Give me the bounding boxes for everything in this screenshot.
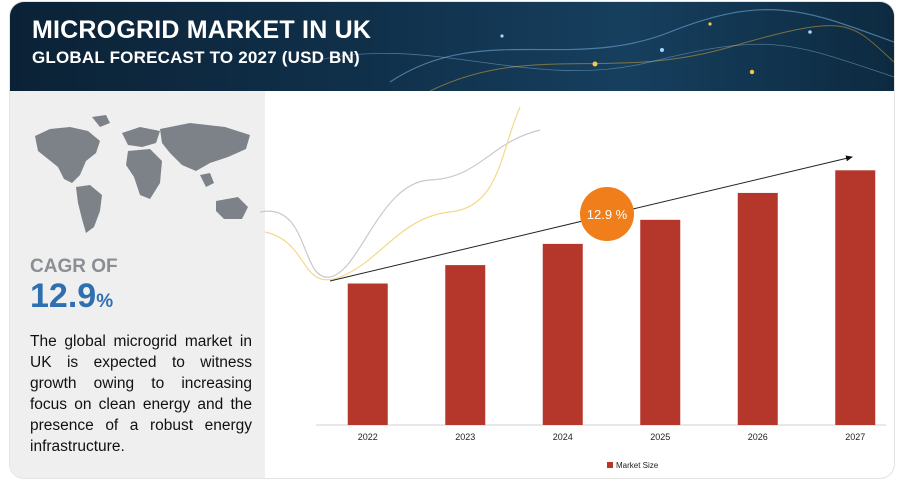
bar-2022 [347, 283, 388, 425]
cagr-unit: % [96, 291, 114, 312]
bar-2025 [640, 219, 681, 425]
bar-2024 [542, 243, 583, 425]
x-tick-label: 2024 [553, 432, 573, 442]
header-banner: MICROGRID MARKET IN UK GLOBAL FORECAST T… [10, 2, 894, 91]
infographic-frame: MICROGRID MARKET IN UK GLOBAL FORECAST T… [10, 2, 894, 478]
legend-label: Market Size [616, 461, 659, 470]
cagr-value: 12.9% [30, 277, 113, 316]
description-text: The global microgrid market in UK is exp… [30, 333, 252, 455]
bar-2026 [737, 192, 778, 425]
x-tick-label: 2026 [748, 432, 768, 442]
legend-swatch [607, 462, 613, 468]
banner-light-trails [309, 9, 894, 91]
bar-2027 [835, 170, 876, 425]
decor-swirl-gray [259, 129, 541, 278]
decor-swirl-yellow [264, 106, 521, 281]
cagr-number: 12.9 [30, 277, 97, 315]
x-tick-label: 2027 [845, 432, 865, 442]
bar-chart: 2022 2023 2024 2025 2026 2027 12.9 % Market Siz… [259, 106, 886, 470]
page-title: MICROGRID MARKET IN UK [32, 16, 372, 44]
cagr-label: CAGR OF [30, 256, 118, 277]
cagr-badge-label: 12.9 % [587, 207, 628, 222]
x-tick-label: 2023 [455, 432, 475, 442]
cagr-badge [580, 187, 634, 241]
page-subtitle: GLOBAL FORECAST TO 2027 (USD BN) [32, 48, 360, 67]
left-panel: CAGR OF 12.9% The global microgrid marke… [10, 91, 265, 478]
x-tick-label: 2025 [650, 432, 670, 442]
x-tick-label: 2022 [358, 432, 378, 442]
world-map-icon [35, 115, 250, 233]
bar-2023 [445, 265, 486, 425]
